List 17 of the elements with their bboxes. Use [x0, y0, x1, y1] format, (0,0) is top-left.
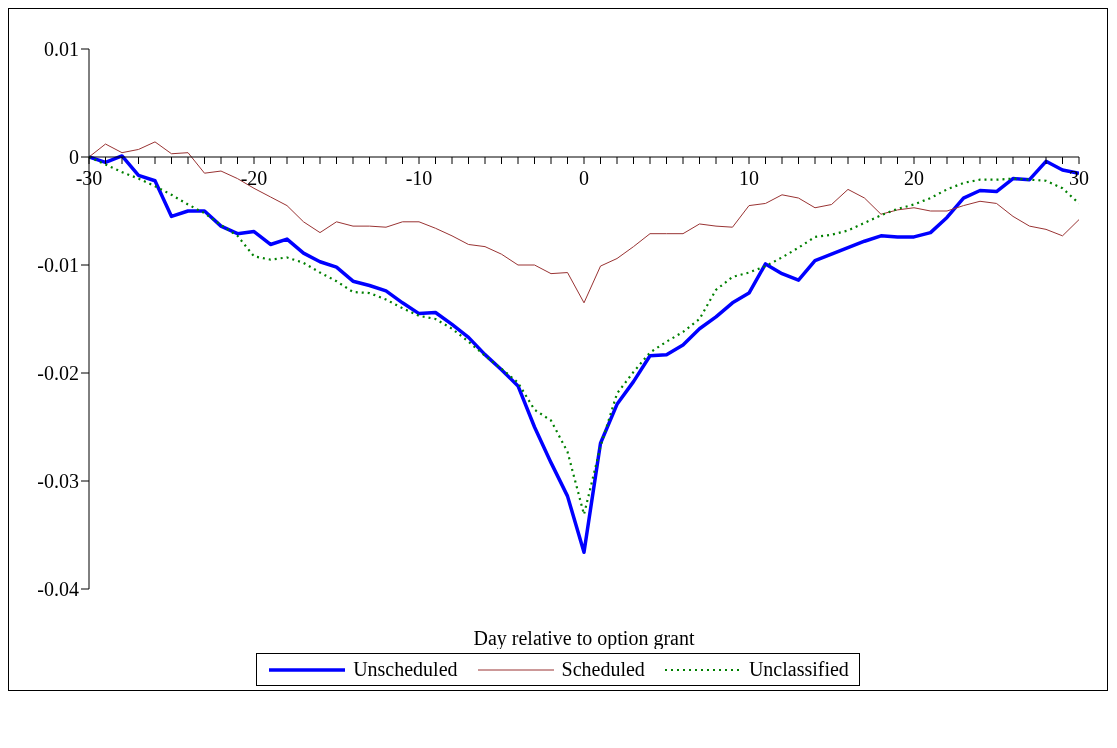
x-tick-label: 20	[904, 167, 924, 189]
legend-label: Unclassified	[748, 658, 849, 681]
x-axis-title: Day relative to option grant	[473, 627, 695, 650]
y-tick-label: -0.01	[37, 254, 79, 277]
x-tick-label: -10	[405, 167, 433, 189]
y-tick-label: -0.03	[37, 470, 79, 493]
x-tick-label: -20	[240, 167, 268, 189]
y-tick-label: -0.04	[37, 578, 79, 601]
y-tick-label: 0	[69, 146, 79, 169]
x-tick-label: 10	[739, 167, 759, 189]
x-tick-label: 30	[1069, 167, 1089, 189]
legend-label: Scheduled	[561, 658, 645, 681]
y-tick-label: -0.02	[37, 362, 79, 385]
y-tick-label: 0.01	[44, 38, 79, 61]
x-tick-label: 0	[579, 167, 589, 189]
x-tick-label: -30	[75, 167, 103, 189]
legend-label: Unscheduled	[353, 658, 458, 681]
